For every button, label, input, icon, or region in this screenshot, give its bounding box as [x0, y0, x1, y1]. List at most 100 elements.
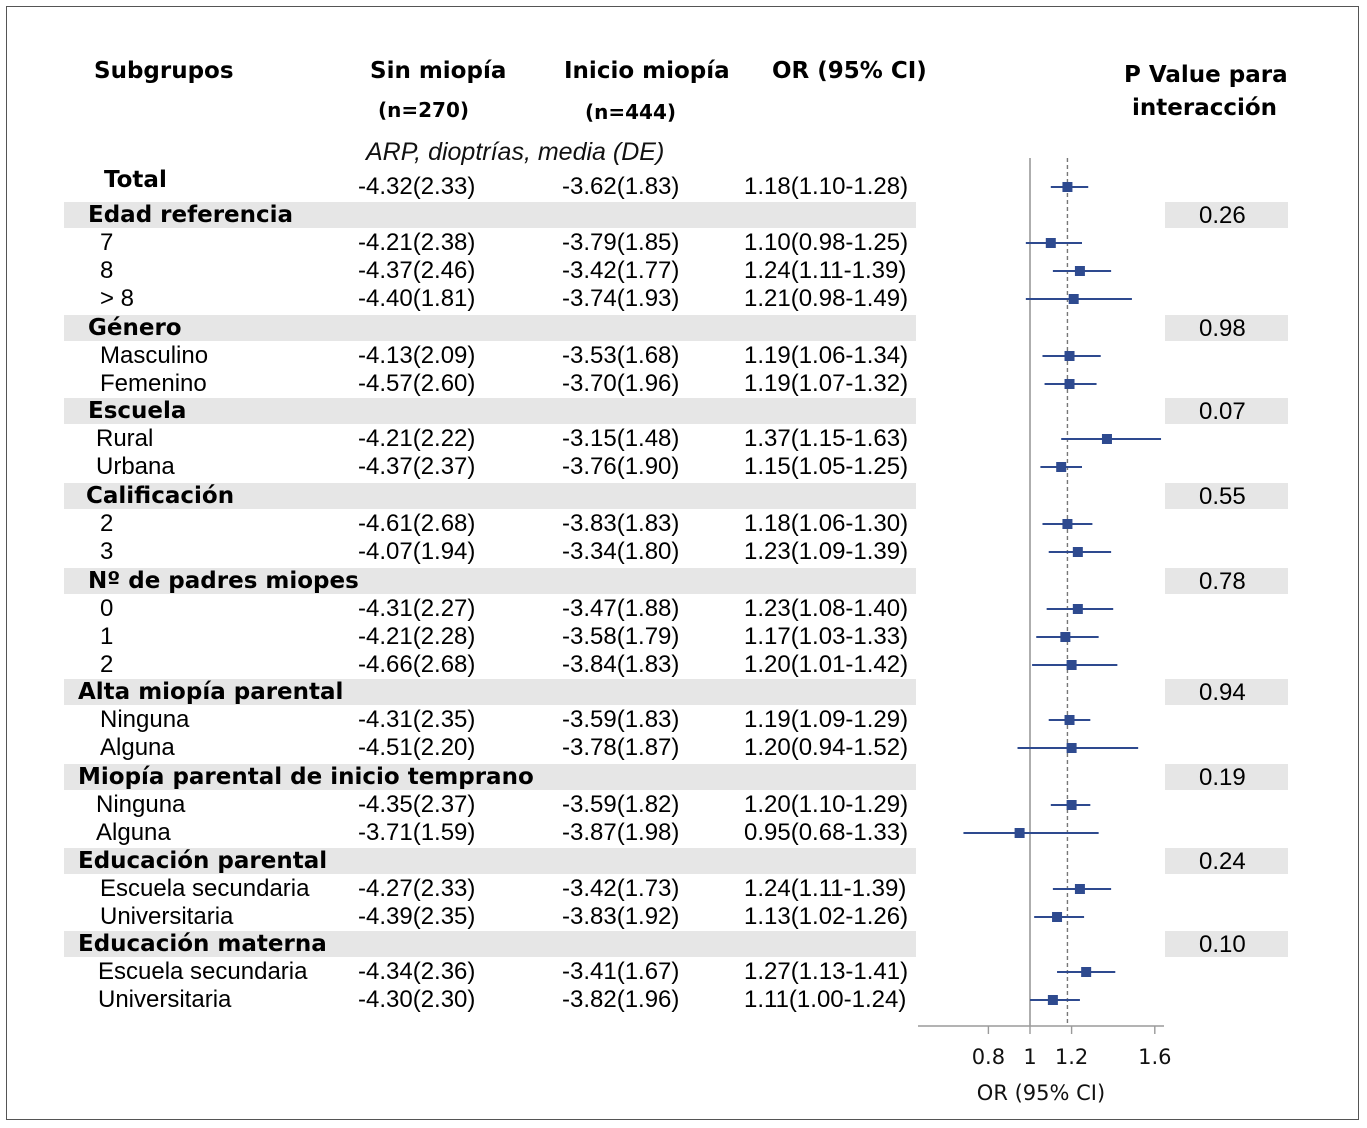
- or-value: 1.13(1.02-1.26): [744, 903, 909, 930]
- onset-myopia-value: -3.62(1.83): [562, 173, 680, 200]
- no-myopia-value: -4.57(2.60): [358, 370, 476, 397]
- interaction-pvalue: 0.55: [1199, 483, 1246, 510]
- x-tick-label: 0.8: [972, 1045, 1005, 1069]
- onset-myopia-value: -3.42(1.73): [562, 875, 680, 902]
- subgroup-label: 2: [100, 510, 114, 537]
- header-subgroups: Subgrupos: [94, 58, 234, 84]
- header-no-myopia-n: (n=270): [378, 98, 470, 122]
- interaction-pvalue: 0.07: [1199, 398, 1246, 425]
- onset-myopia-value: -3.34(1.80): [562, 538, 680, 565]
- or-value: 1.24(1.11-1.39): [744, 875, 907, 902]
- header-no-myopia: Sin miopía: [370, 58, 507, 84]
- or-point: [1047, 995, 1058, 1005]
- onset-myopia-value: -3.42(1.77): [562, 257, 680, 284]
- no-myopia-value: -4.35(2.37): [358, 791, 476, 818]
- or-point: [1068, 294, 1079, 304]
- no-myopia-value: -4.40(1.81): [358, 285, 476, 312]
- onset-myopia-value: -3.41(1.67): [562, 958, 680, 985]
- onset-myopia-value: -3.47(1.88): [562, 595, 680, 622]
- subgroup-label: Escuela secundaria: [98, 958, 308, 985]
- subgroup-label: Universitaria: [100, 903, 234, 930]
- or-point: [1064, 379, 1075, 389]
- subgroup-label: 1: [100, 623, 114, 650]
- onset-myopia-value: -3.87(1.98): [562, 819, 680, 846]
- or-value: 0.95(0.68-1.33): [744, 819, 909, 846]
- interaction-pvalue: 0.78: [1199, 568, 1246, 595]
- subgroup-label: Escuela secundaria: [100, 875, 310, 902]
- onset-myopia-value: -3.76(1.90): [562, 453, 680, 480]
- group-label: Alta miopía parental: [78, 679, 344, 705]
- header-pvalue-line1: P Value para: [1124, 62, 1288, 88]
- header-or: OR (95% CI): [772, 58, 927, 84]
- pvalue-band: [1165, 568, 1288, 594]
- pvalue-band: [1165, 679, 1288, 705]
- or-value: 1.10(0.98-1.25): [744, 229, 909, 256]
- onset-myopia-value: -3.83(1.83): [562, 510, 680, 537]
- or-point: [1081, 967, 1092, 977]
- or-value: 1.20(0.94-1.52): [744, 734, 909, 761]
- or-value: 1.15(1.05-1.25): [744, 453, 909, 480]
- figure-frame: [6, 6, 1359, 1120]
- pvalue-band: [1165, 764, 1288, 790]
- interaction-pvalue: 0.98: [1199, 315, 1246, 342]
- onset-myopia-value: -3.59(1.83): [562, 706, 680, 733]
- no-myopia-value: -4.21(2.38): [358, 229, 476, 256]
- pvalue-band: [1165, 848, 1288, 874]
- onset-myopia-value: -3.70(1.96): [562, 370, 680, 397]
- subgroup-label: Ninguna: [100, 706, 190, 733]
- or-value: 1.18(1.10-1.28): [744, 173, 909, 200]
- or-point: [1056, 462, 1067, 472]
- or-point: [1064, 351, 1075, 361]
- group-band: [64, 398, 916, 424]
- or-point: [1064, 715, 1075, 725]
- group-band: [64, 931, 916, 957]
- or-value: 1.27(1.13-1.41): [744, 958, 909, 985]
- or-point: [1066, 743, 1077, 753]
- or-value: 1.23(1.08-1.40): [744, 595, 909, 622]
- onset-myopia-value: -3.78(1.87): [562, 734, 680, 761]
- group-label: Educación parental: [78, 848, 328, 874]
- subgroup-label: > 8: [100, 285, 135, 312]
- no-myopia-value: -4.34(2.36): [358, 958, 476, 985]
- onset-myopia-value: -3.74(1.93): [562, 285, 680, 312]
- or-point: [1074, 884, 1085, 894]
- pvalue-band: [1165, 931, 1288, 957]
- or-value: 1.19(1.09-1.29): [744, 706, 909, 733]
- or-point: [1066, 800, 1077, 810]
- or-point: [1052, 912, 1063, 922]
- subgroup-label: 3: [100, 538, 114, 565]
- or-point: [1014, 828, 1025, 838]
- no-myopia-value: -4.61(2.68): [358, 510, 476, 537]
- group-band: [64, 483, 916, 509]
- interaction-pvalue: 0.24: [1199, 848, 1246, 875]
- no-myopia-value: -4.37(2.46): [358, 257, 476, 284]
- interaction-pvalue: 0.19: [1199, 764, 1246, 791]
- interaction-pvalue: 0.10: [1199, 931, 1246, 958]
- no-myopia-value: -3.71(1.59): [358, 819, 476, 846]
- no-myopia-value: -4.66(2.68): [358, 651, 476, 678]
- x-axis-label: OR (95% CI): [977, 1081, 1105, 1105]
- subgroup-label: Urbana: [96, 453, 175, 480]
- onset-myopia-value: -3.59(1.82): [562, 791, 680, 818]
- no-myopia-value: -4.21(2.22): [358, 425, 476, 452]
- header-onset-myopia-n: (n=444): [585, 100, 677, 124]
- group-band: [64, 679, 916, 705]
- interaction-pvalue: 0.26: [1199, 202, 1246, 229]
- header-pvalue-line2: interacción: [1132, 95, 1278, 121]
- or-point: [1101, 434, 1112, 444]
- or-point: [1072, 604, 1083, 614]
- no-myopia-value: -4.31(2.27): [358, 595, 476, 622]
- group-band: [64, 568, 916, 594]
- onset-myopia-value: -3.53(1.68): [562, 342, 680, 369]
- or-point: [1062, 519, 1073, 529]
- onset-myopia-value: -3.82(1.96): [562, 986, 680, 1013]
- pvalue-band: [1165, 483, 1288, 509]
- x-tick-label: 1.2: [1055, 1045, 1088, 1069]
- subgroup-label: Rural: [96, 425, 154, 452]
- or-value: 1.17(1.03-1.33): [744, 623, 909, 650]
- no-myopia-value: -4.21(2.28): [358, 623, 476, 650]
- subgroup-label: Ninguna: [96, 791, 186, 818]
- onset-myopia-value: -3.15(1.48): [562, 425, 680, 452]
- subgroup-label: Alguna: [96, 819, 171, 846]
